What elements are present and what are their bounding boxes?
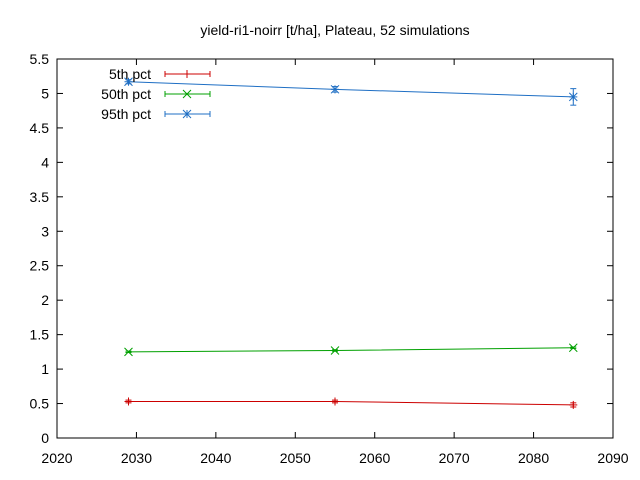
- legend-label: 5th pct: [109, 66, 151, 82]
- x-tick-label: 2020: [41, 450, 72, 466]
- x-tick-label: 2030: [121, 450, 152, 466]
- x-tick-label: 2070: [439, 450, 470, 466]
- y-axis: 0 0.5 1 1.5 2 2.5 3 3.5 4 4.5 5 5.5: [30, 51, 613, 446]
- y-tick-label: 1.5: [30, 327, 50, 343]
- chart-title: yield-ri1-noirr [t/ha], Plateau, 52 simu…: [200, 22, 469, 38]
- data-point-d2: [124, 347, 133, 357]
- y-tick-label: 5.5: [30, 51, 50, 67]
- y-tick-label: 2: [41, 292, 49, 308]
- x-tick-label: 2090: [597, 450, 628, 466]
- y-tick-label: 1: [41, 361, 49, 377]
- legend-marker-d2: [182, 109, 192, 119]
- y-tick-label: 4.5: [30, 120, 50, 136]
- series-0: [124, 397, 578, 409]
- series-layer: [124, 77, 578, 409]
- legend-label: 50th pct: [101, 86, 151, 102]
- y-tick-label: 3: [41, 223, 49, 239]
- data-point-d2: [568, 343, 578, 353]
- series-2: [124, 77, 578, 106]
- data-point-d2: [124, 77, 133, 87]
- x-tick-label: 2060: [359, 450, 390, 466]
- legend: 5th pct 50th pct 95th pct: [101, 66, 211, 122]
- data-point-d2: [330, 346, 340, 355]
- x-axis: 2020 2030 2040 2050 2060 2070 2080 2090: [41, 59, 629, 466]
- x-tick-label: 2080: [518, 450, 549, 466]
- y-tick-label: 4: [41, 154, 49, 170]
- data-point-d2: [330, 84, 340, 94]
- series-1: [124, 343, 578, 357]
- series-line: [128, 347, 574, 353]
- y-tick-label: 3.5: [30, 189, 50, 205]
- x-tick-label: 2050: [280, 450, 311, 466]
- data-point-d2: [568, 92, 578, 102]
- legend-label: 95th pct: [101, 106, 151, 122]
- x-tick-label: 2040: [200, 450, 231, 466]
- y-tick-label: 0.5: [30, 396, 50, 412]
- y-tick-label: 0: [41, 430, 49, 446]
- legend-marker-d2: [182, 89, 192, 99]
- series-line: [128, 81, 574, 98]
- y-tick-label: 5: [41, 85, 49, 101]
- series-line: [128, 400, 574, 406]
- plot-frame: [56, 58, 614, 439]
- y-tick-label: 2.5: [30, 258, 50, 274]
